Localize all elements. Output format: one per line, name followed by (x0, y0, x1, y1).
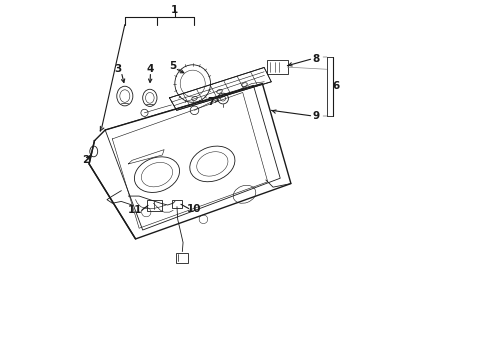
Text: 10: 10 (187, 203, 202, 213)
Text: 11: 11 (128, 205, 142, 215)
Text: 5: 5 (169, 61, 176, 71)
Text: 8: 8 (312, 54, 319, 64)
Text: 3: 3 (114, 64, 121, 74)
Text: 2: 2 (82, 156, 89, 165)
Text: 4: 4 (146, 64, 154, 74)
Text: 7: 7 (206, 97, 214, 107)
Text: 1: 1 (171, 5, 178, 15)
Text: 6: 6 (331, 81, 339, 91)
Text: 9: 9 (312, 111, 319, 121)
